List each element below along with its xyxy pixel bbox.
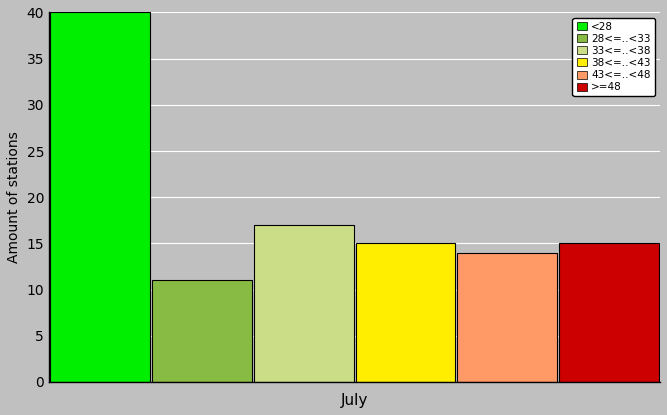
Bar	[253, 225, 354, 382]
Bar	[458, 253, 557, 382]
X-axis label: July: July	[341, 393, 368, 408]
Bar	[152, 280, 251, 382]
Bar	[356, 243, 456, 382]
Y-axis label: Amount of stations: Amount of stations	[7, 131, 21, 263]
Bar	[559, 243, 659, 382]
Legend: <28, 28<=..<33, 33<=..<38, 38<=..<43, 43<=..<48, >=48: <28, 28<=..<33, 33<=..<38, 38<=..<43, 43…	[572, 18, 655, 96]
Bar	[50, 12, 150, 382]
